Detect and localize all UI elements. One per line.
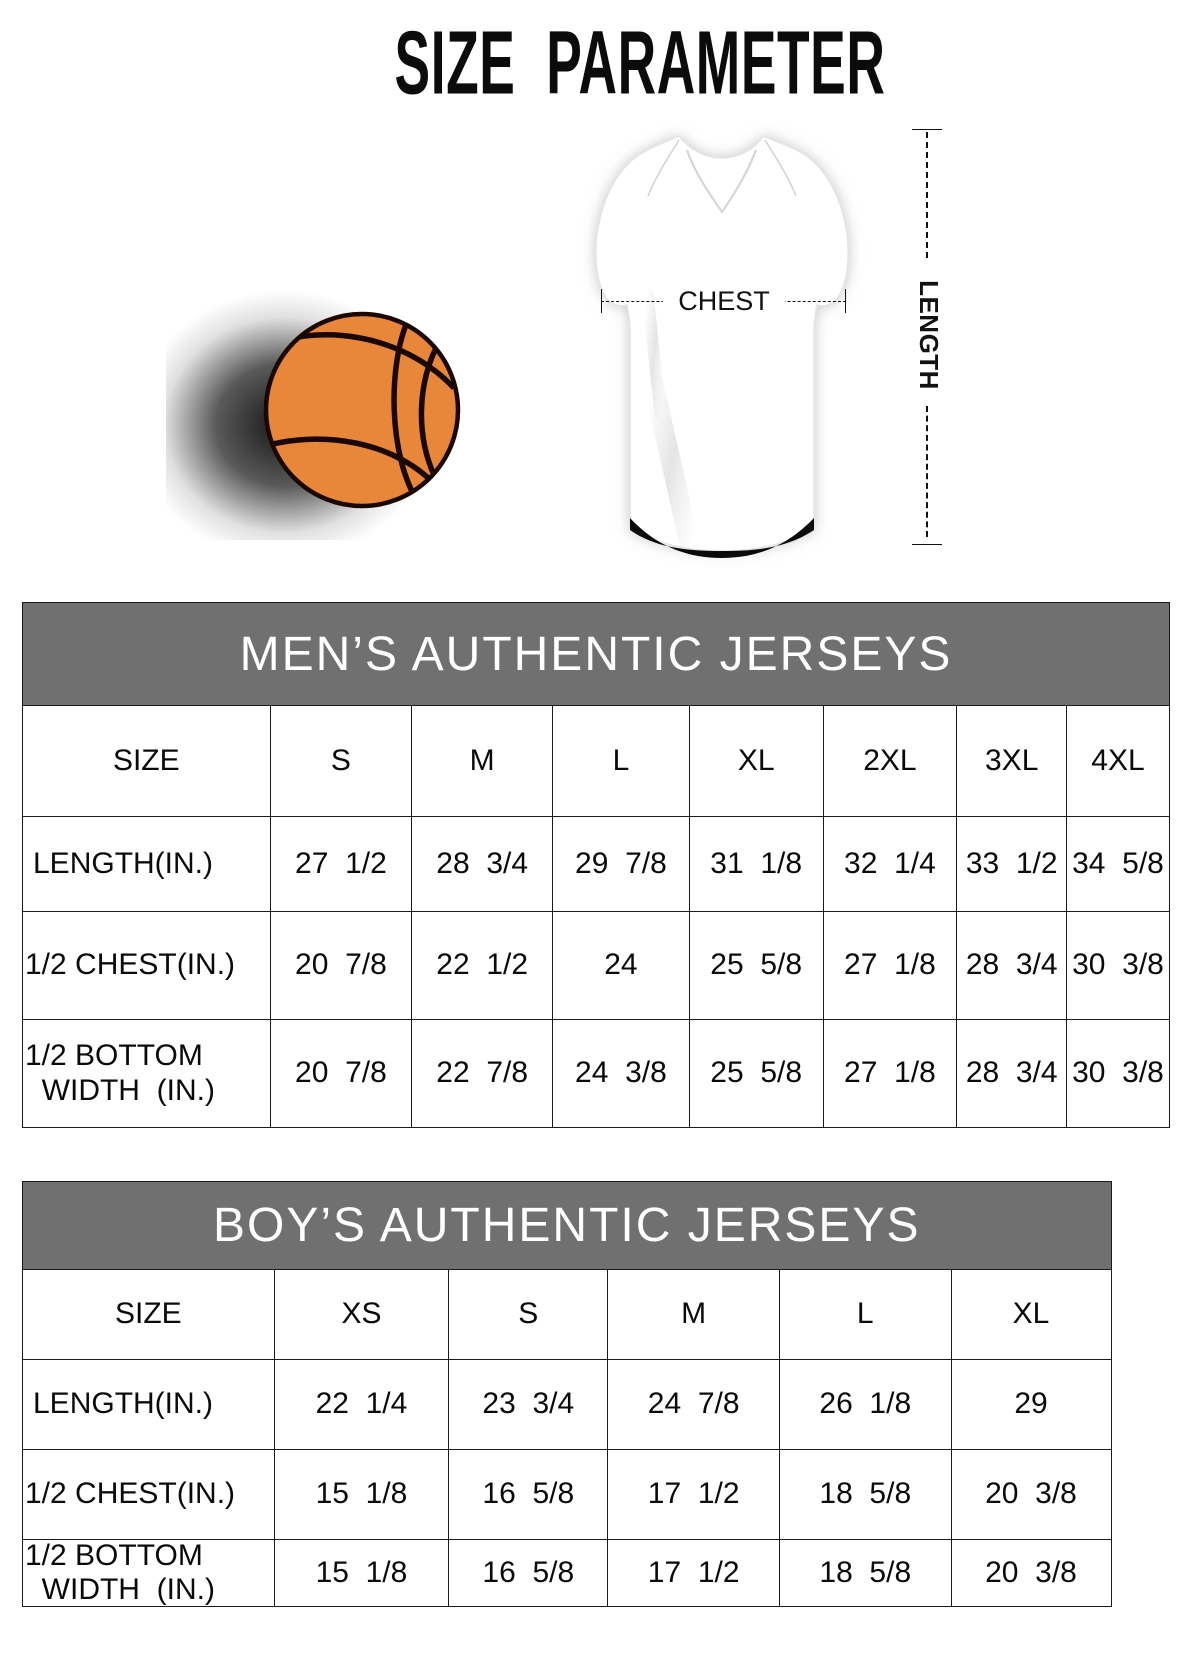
svg-text:LENGTH: LENGTH xyxy=(914,280,944,390)
svg-text:CHEST: CHEST xyxy=(678,288,770,316)
